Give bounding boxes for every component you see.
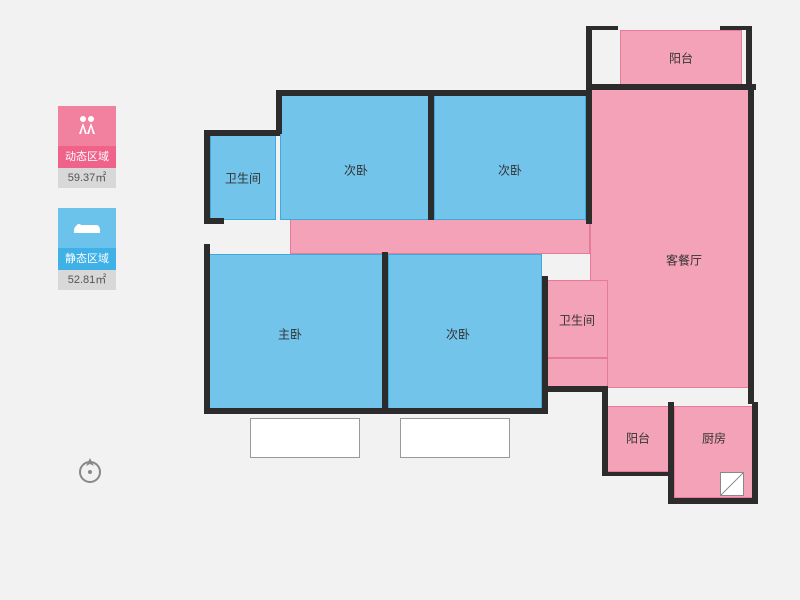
wall-segment	[542, 276, 548, 414]
legend-label-static: 静态区域	[58, 248, 116, 270]
room-living	[590, 88, 750, 388]
wall-segment	[586, 84, 756, 90]
wall-segment	[586, 26, 592, 86]
sleep-icon	[58, 208, 116, 248]
legend-item-static: 静态区域 52.81㎡	[58, 208, 116, 290]
window-icon	[720, 472, 744, 496]
room-label-living: 客餐厅	[666, 252, 702, 269]
wall-segment	[586, 26, 618, 30]
room-hallway	[290, 218, 590, 254]
room-label-bed2c: 次卧	[446, 326, 470, 343]
room-label-bed2b: 次卧	[498, 162, 522, 179]
legend-value-static: 52.81㎡	[58, 270, 116, 290]
balcony-rail	[400, 418, 510, 458]
wall-segment	[204, 408, 546, 414]
room-label-kitchen: 厨房	[702, 430, 726, 447]
room-bed2b	[434, 94, 586, 220]
room-label-master: 主卧	[278, 326, 302, 343]
floorplan: 阳台客餐厅卫生间阳台厨房卫生间次卧次卧主卧次卧	[190, 18, 770, 578]
legend-label-dynamic: 动态区域	[58, 146, 116, 168]
room-label-balcony-top: 阳台	[669, 50, 693, 67]
wall-segment	[276, 90, 282, 134]
wall-segment	[748, 84, 754, 404]
wall-segment	[668, 498, 758, 504]
balcony-rail	[250, 418, 360, 458]
legend-item-dynamic: 动态区域 59.37㎡	[58, 106, 116, 188]
wall-segment	[204, 130, 280, 136]
wall-segment	[602, 472, 674, 476]
wall-segment	[746, 26, 752, 86]
legend: 动态区域 59.37㎡ 静态区域 52.81㎡	[58, 106, 116, 310]
wall-segment	[602, 402, 608, 476]
wall-segment	[204, 244, 210, 414]
compass-icon	[74, 454, 106, 486]
wall-segment	[542, 386, 608, 392]
room-label-bed2a: 次卧	[344, 162, 368, 179]
legend-value-dynamic: 59.37㎡	[58, 168, 116, 188]
wall-segment	[752, 402, 758, 502]
room-bed2a	[280, 94, 430, 220]
wall-segment	[204, 218, 224, 224]
room-label-bath1: 卫生间	[225, 170, 261, 187]
people-icon	[58, 106, 116, 146]
wall-segment	[428, 94, 434, 220]
wall-segment	[204, 130, 210, 222]
wall-segment	[720, 26, 752, 30]
wall-segment	[382, 252, 388, 412]
room-label-bath2: 卫生间	[559, 312, 595, 329]
wall-segment	[668, 402, 674, 502]
room-label-balcony-mid: 阳台	[626, 430, 650, 447]
room-corridor2	[546, 358, 608, 388]
wall-segment	[586, 84, 592, 224]
